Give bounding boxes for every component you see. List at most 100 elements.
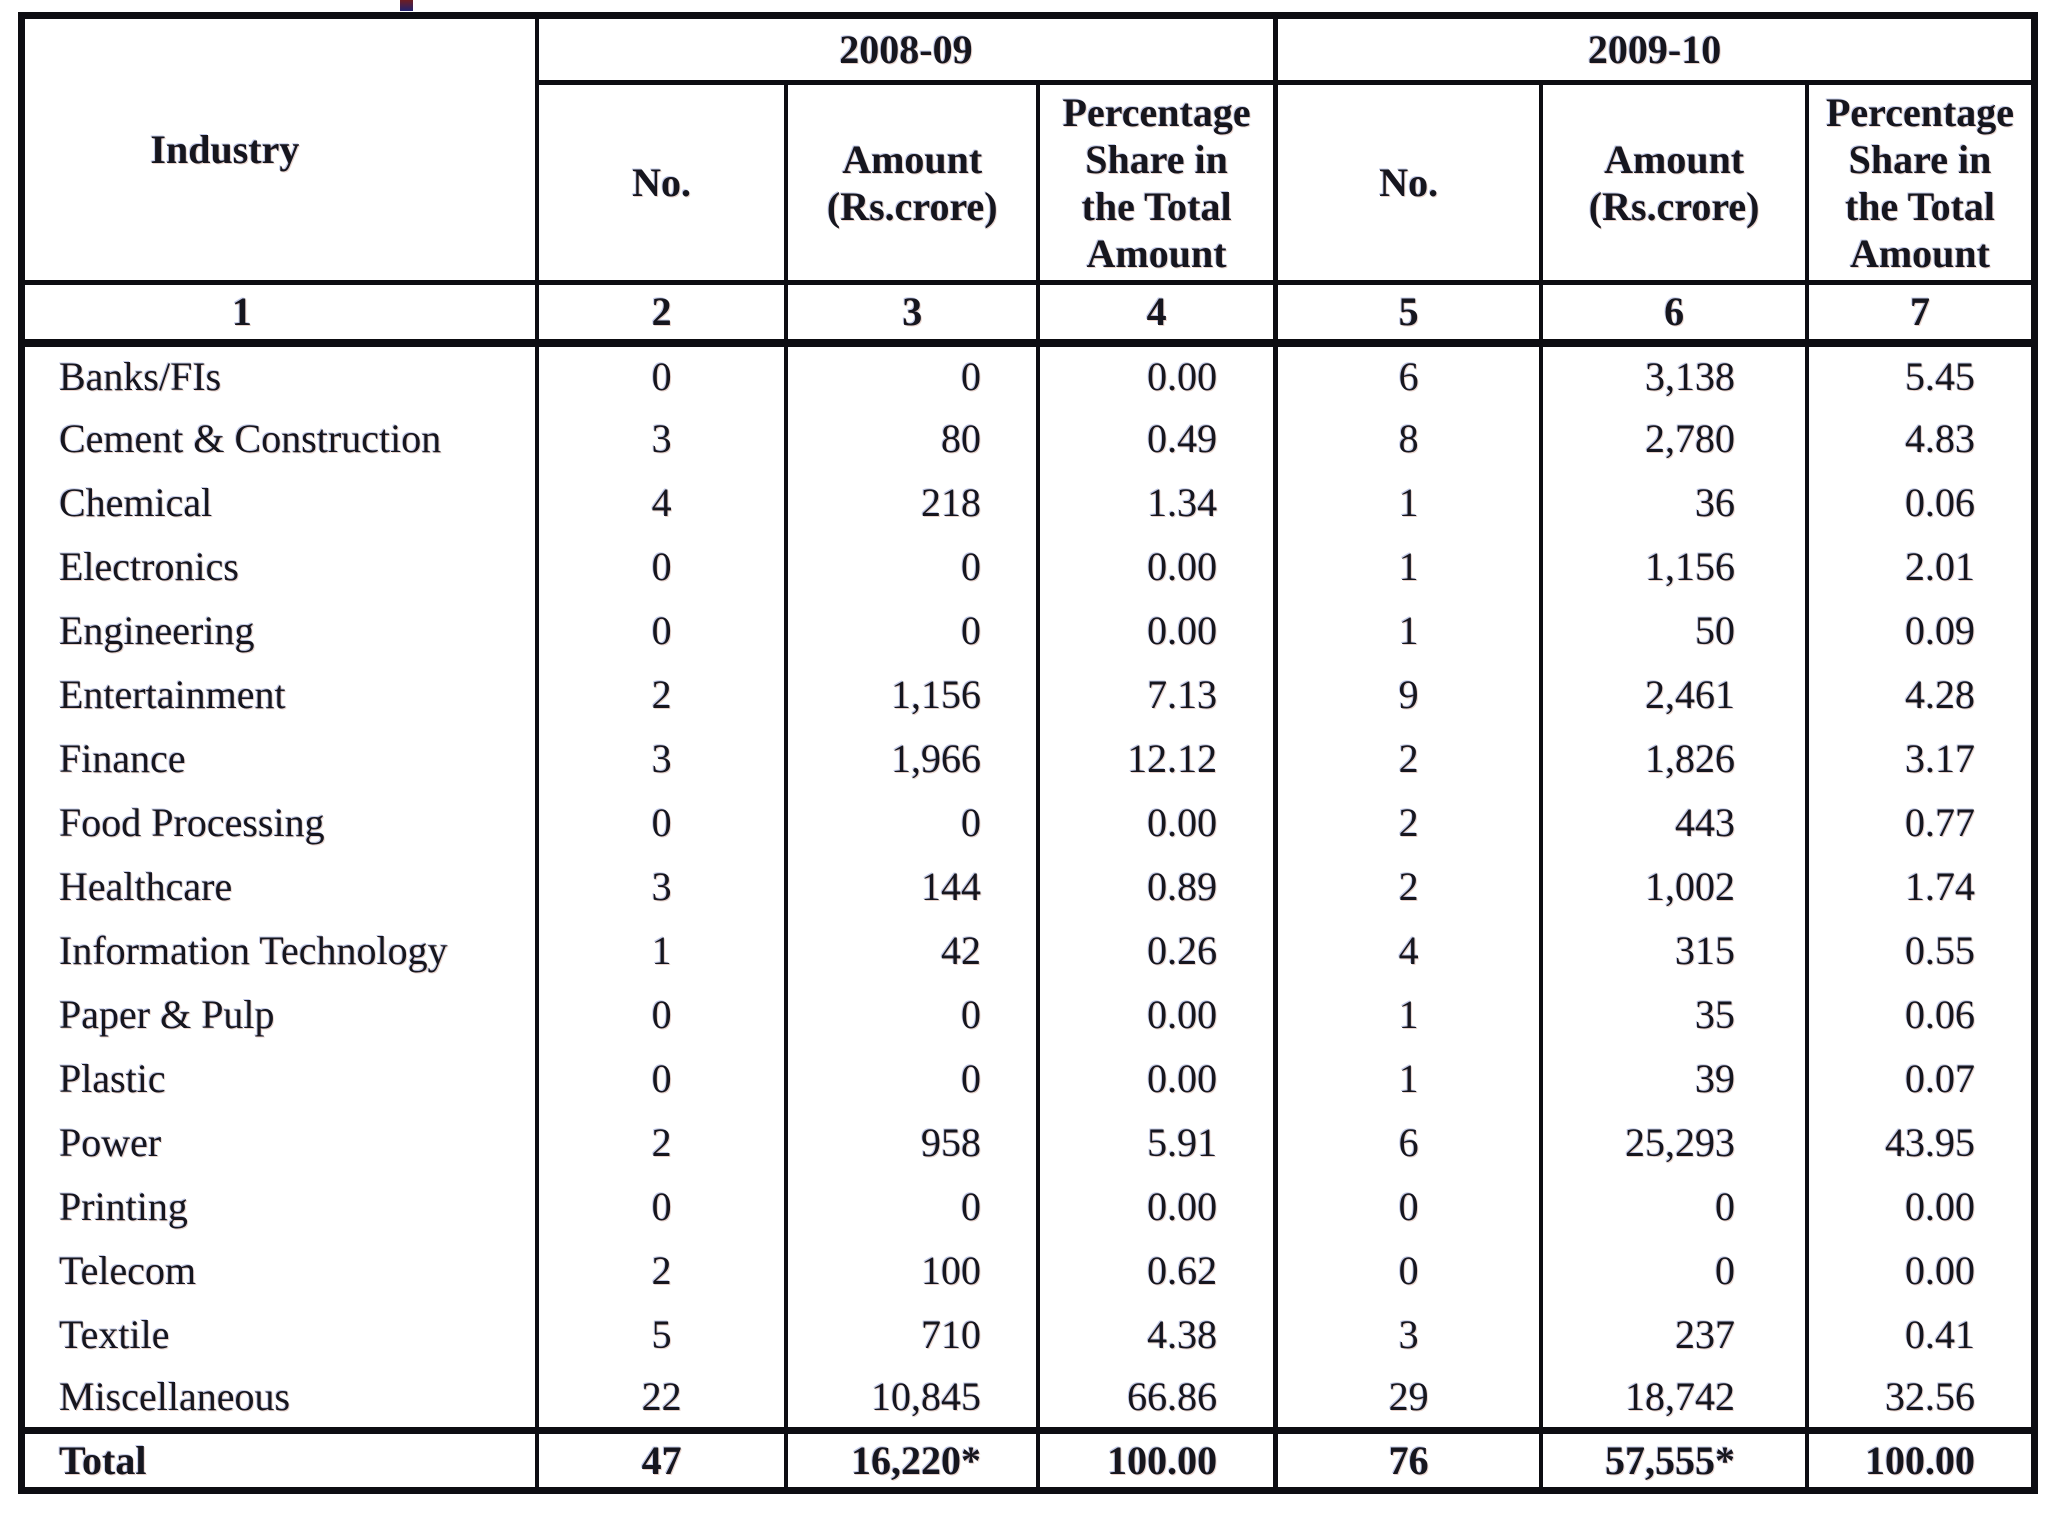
table-row: Textile 5 710 4.38 3 237 0.41 [19,1302,2037,1367]
pct-2008: 0.62 [1036,1238,1278,1303]
pct-2009: 0.06 [1804,982,2037,1047]
industry-column-header: Industry [19,15,539,285]
industry-name: Information Technology [19,918,539,983]
industry-name: Electronics [19,534,539,599]
amount-2008: 0 [784,342,1041,407]
amount-2008: 1,156 [784,662,1041,727]
amount-2008: 0 [784,1046,1041,1111]
amount-2009: 3,138 [1539,342,1809,407]
amount-2008: 710 [784,1302,1041,1367]
amount-2008: 218 [784,470,1041,535]
table-row: Cement & Construction 3 80 0.49 8 2,780 … [19,406,2037,471]
col-num-6: 6 [1539,282,1809,347]
no-2008: 3 [534,406,789,471]
table-row: Power 2 958 5.91 6 25,293 43.95 [19,1110,2037,1175]
table-row: Information Technology 1 42 0.26 4 315 0… [19,918,2037,983]
no-2009: 1 [1273,982,1544,1047]
no-2009: 0 [1273,1238,1544,1303]
no-2008: 0 [534,342,789,407]
pct-2008: 0.00 [1036,534,1278,599]
industry-name: Banks/FIs [19,342,539,407]
pct-2008: 0.00 [1036,598,1278,663]
no-2008: 3 [534,726,789,791]
amount-2009: 39 [1539,1046,1809,1111]
amount-2008: 1,966 [784,726,1041,791]
amount-2009: 2,780 [1539,406,1809,471]
amount-2009: 1,002 [1539,854,1809,919]
amount-2008: 0 [784,1174,1041,1239]
pct-2008: 0.00 [1036,342,1278,407]
table-row: Miscellaneous 22 10,845 66.86 29 18,742 … [19,1366,2037,1431]
amount-2008: 10,845 [784,1366,1041,1431]
pct-2009: 0.41 [1804,1302,2037,1367]
pct-2009: 4.83 [1804,406,2037,471]
amount-2008: 0 [784,598,1041,663]
industry-name: Entertainment [19,662,539,727]
industry-name: Healthcare [19,854,539,919]
pct-2009: 2.01 [1804,534,2037,599]
no-2009: 6 [1273,342,1544,407]
no-2008: 0 [534,1046,789,1111]
no-2009: 3 [1273,1302,1544,1367]
no-2008: 0 [534,598,789,663]
year-header-row: Industry 2008-09 2009-10 [19,15,2037,285]
total-no-2008: 47 [534,1427,789,1491]
no-header-2008: No. [534,82,789,285]
no-2008: 0 [534,534,789,599]
pct-share-header-2009: Percentage Share in the Total Amount [1804,82,2037,285]
industry-assistance-table: Industry 2008-09 2009-10 No. Amount (Rs.… [18,12,2038,1494]
industry-name: Telecom [19,1238,539,1303]
pct-2009: 4.28 [1804,662,2037,727]
pct-2009: 0.77 [1804,790,2037,855]
total-no-2009: 76 [1273,1427,1544,1491]
industry-name: Power [19,1110,539,1175]
amount-2009: 25,293 [1539,1110,1809,1175]
amount-2009: 315 [1539,918,1809,983]
pct-2008: 0.26 [1036,918,1278,983]
table-row: Chemical 4 218 1.34 1 36 0.06 [19,470,2037,535]
column-number-row: 1 2 3 4 5 6 7 [19,282,2037,347]
pct-2009: 0.09 [1804,598,2037,663]
total-pct-2009: 100.00 [1804,1427,2037,1491]
amount-2008: 80 [784,406,1041,471]
pct-share-header-2008: Percentage Share in the Total Amount [1036,82,1278,285]
pct-2009: 43.95 [1804,1110,2037,1175]
cutoff-title-mark [400,0,413,11]
no-2008: 0 [534,790,789,855]
pct-2008: 0.49 [1036,406,1278,471]
no-2008: 3 [534,854,789,919]
no-2009: 2 [1273,790,1544,855]
total-amount-2009: 57,555* [1539,1427,1809,1491]
table-row: Paper & Pulp 0 0 0.00 1 35 0.06 [19,982,2037,1047]
total-amount-2008: 16,220* [784,1427,1041,1491]
pct-2008: 0.89 [1036,854,1278,919]
pct-2008: 0.00 [1036,790,1278,855]
pct-2008: 0.00 [1036,1174,1278,1239]
year-2009-10-header: 2009-10 [1273,15,2037,85]
no-2009: 1 [1273,534,1544,599]
amount-2009: 237 [1539,1302,1809,1367]
no-2009: 1 [1273,1046,1544,1111]
table-row: Banks/FIs 0 0 0.00 6 3,138 5.45 [19,342,2037,407]
col-num-7: 7 [1804,282,2037,347]
amount-2009: 0 [1539,1238,1809,1303]
table-row: Food Processing 0 0 0.00 2 443 0.77 [19,790,2037,855]
pct-2009: 0.00 [1804,1238,2037,1303]
total-row: Total 47 16,220* 100.00 76 57,555* 100.0… [19,1427,2037,1491]
industry-name: Paper & Pulp [19,982,539,1047]
no-2008: 0 [534,982,789,1047]
amount-2009: 1,826 [1539,726,1809,791]
industry-name: Printing [19,1174,539,1239]
no-2009: 9 [1273,662,1544,727]
amount-2009: 50 [1539,598,1809,663]
table-row: Entertainment 2 1,156 7.13 9 2,461 4.28 [19,662,2037,727]
no-2008: 1 [534,918,789,983]
no-2008: 2 [534,1238,789,1303]
no-2009: 29 [1273,1366,1544,1431]
no-2009: 0 [1273,1174,1544,1239]
total-pct-2008: 100.00 [1036,1427,1278,1491]
industry-name: Cement & Construction [19,406,539,471]
table-row: Telecom 2 100 0.62 0 0 0.00 [19,1238,2037,1303]
pct-2008: 12.12 [1036,726,1278,791]
no-2009: 8 [1273,406,1544,471]
